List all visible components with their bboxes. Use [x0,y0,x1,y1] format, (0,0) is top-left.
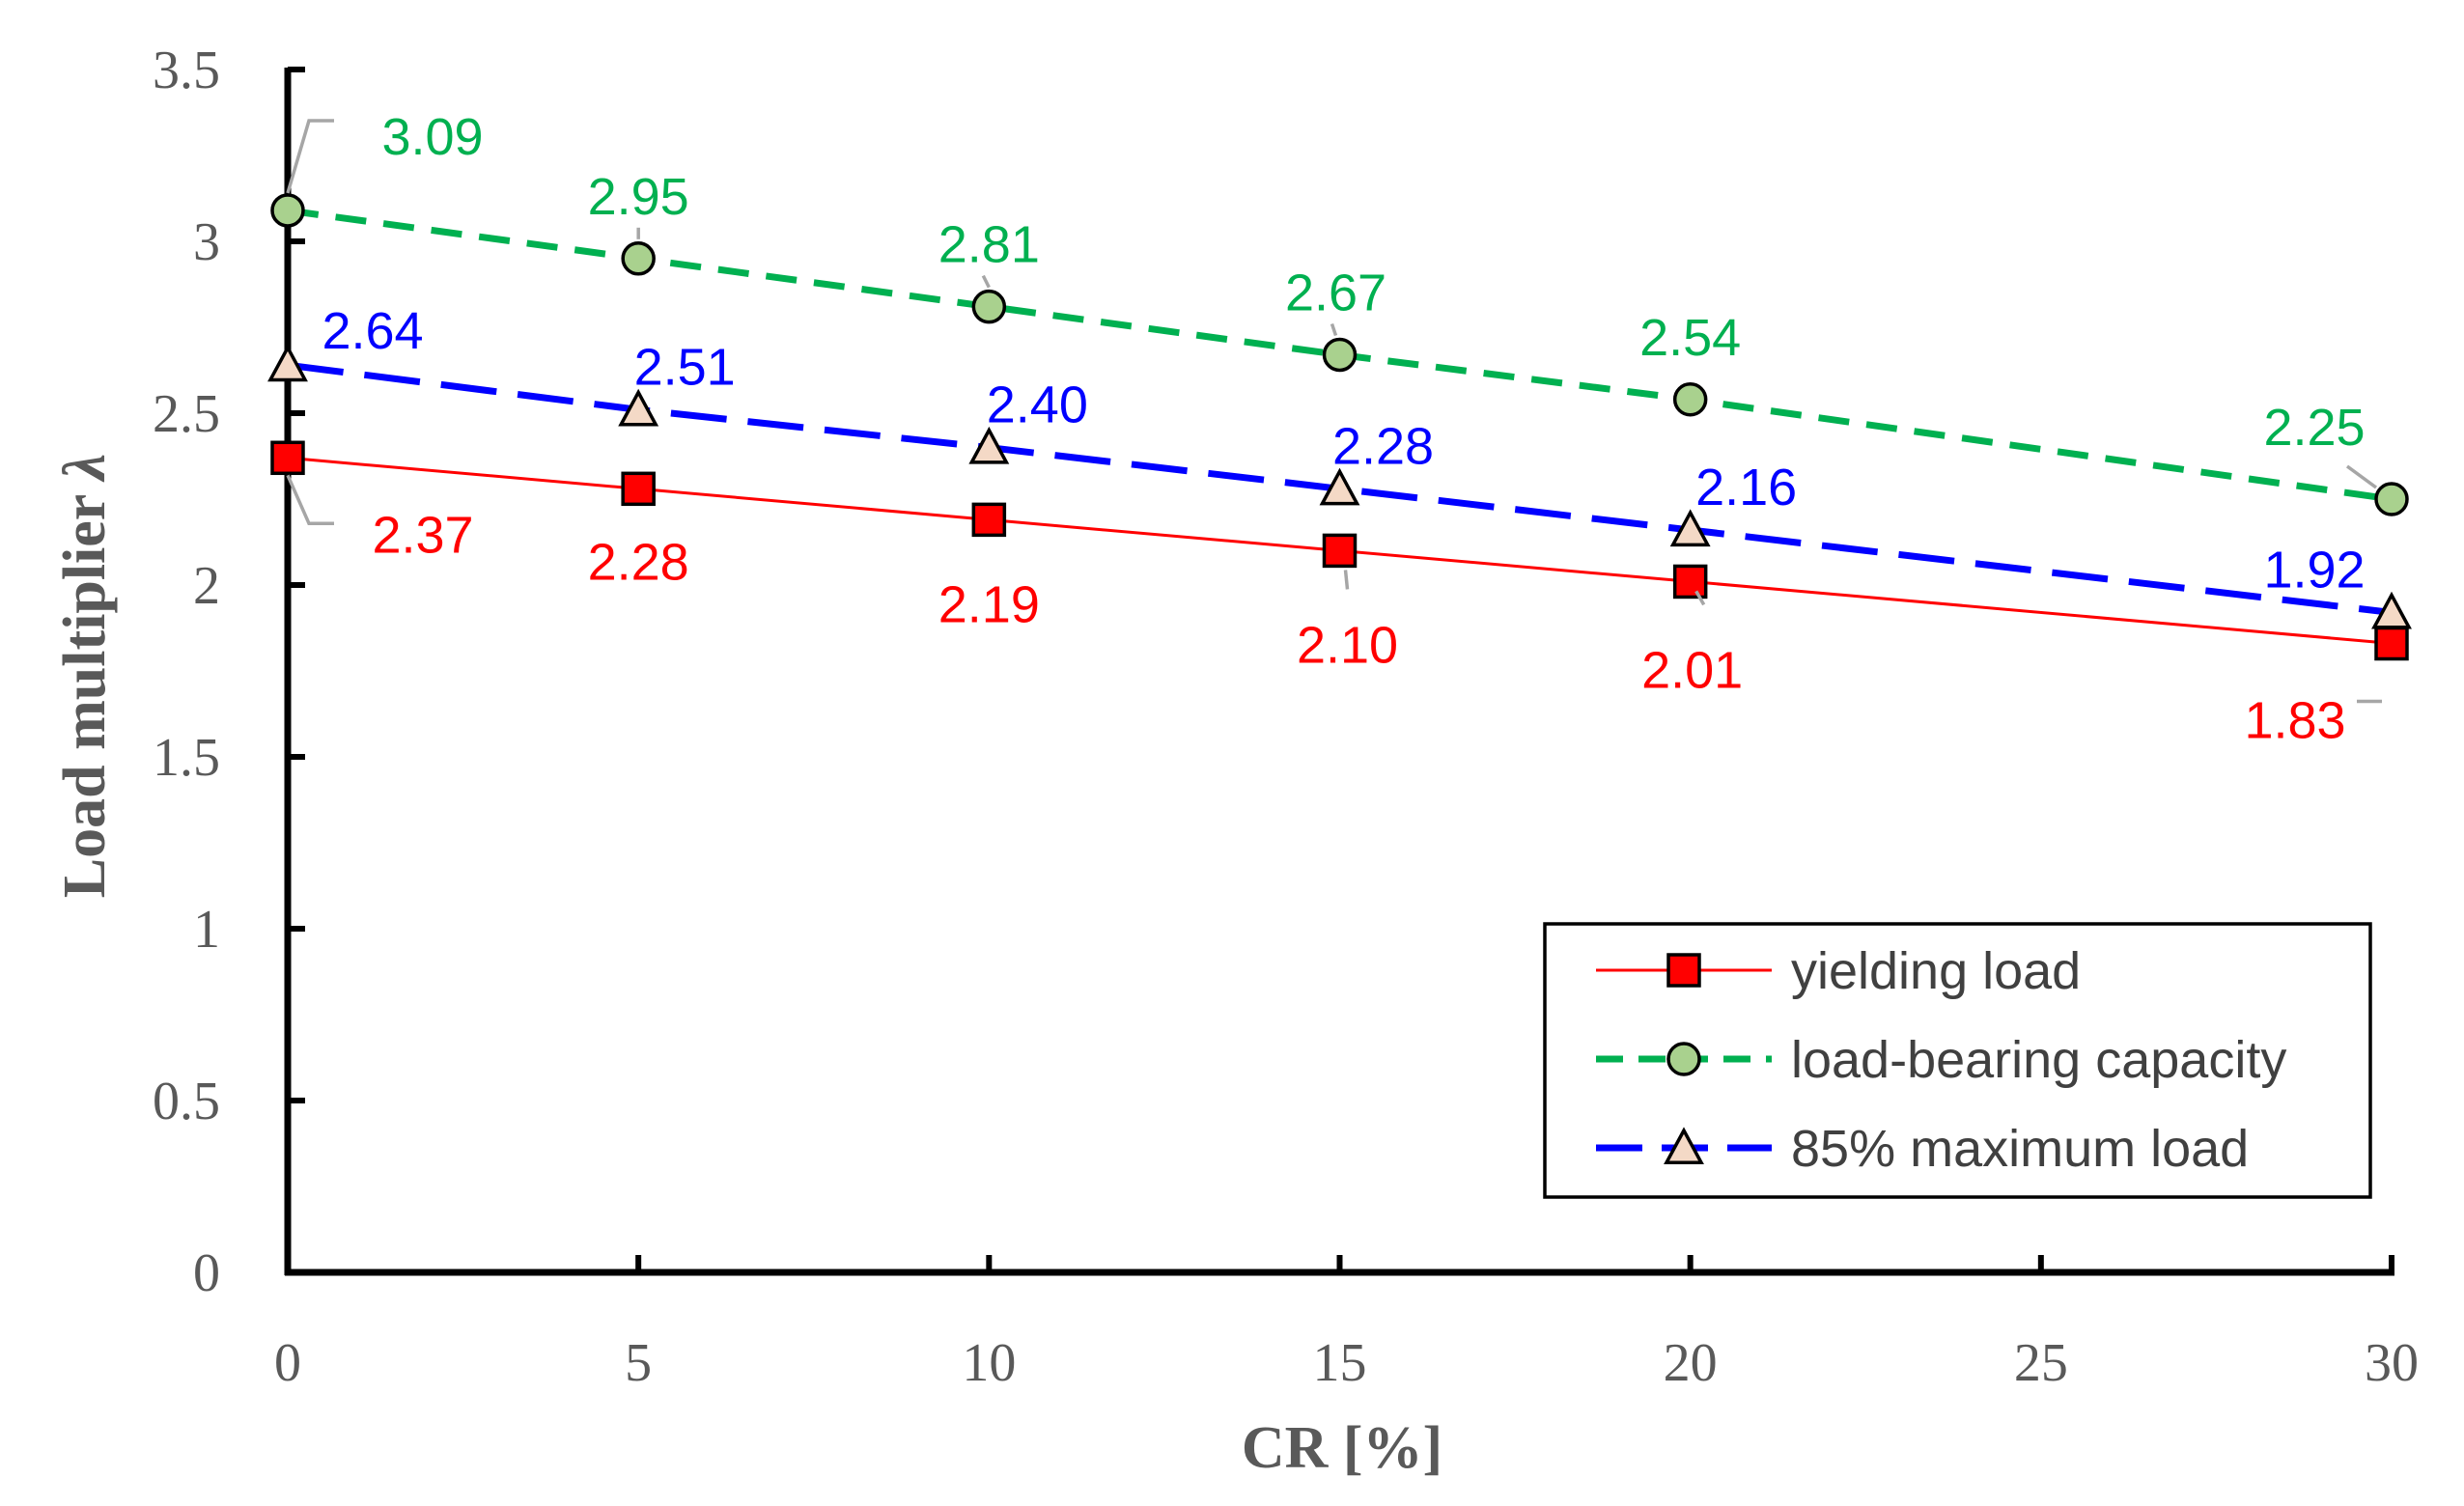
series-line-yielding-load [287,456,2393,645]
data-point-load-bearing-capacity [621,241,656,276]
data-point-yielding-load [1322,533,1358,569]
data-point-yielding-load [971,502,1007,538]
leader-line [286,119,334,194]
data-label-load-bearing-capacity: 2.81 [938,216,1040,274]
data-labels: 2.37 2.28 2.19 2.10 2.01 1.83 3.09 2.95 2.81 2.67… [286,108,2382,750]
leader-line [981,274,991,289]
legend-marker-yielding-load [1666,953,1701,988]
data-point-maximum-load-85 [2371,591,2412,629]
x-axis-title: CR [%] [1242,1415,1442,1481]
data-label-yielding-load: 2.10 [1297,616,1398,674]
data-point-yielding-load [621,471,656,507]
x-tick-label: 15 [1313,1333,1367,1393]
data-label-yielding-load: 1.83 [2244,692,2345,750]
leader-line [1330,322,1338,337]
y-tick-label: 0.5 [153,1072,220,1131]
data-label-load-bearing-capacity: 2.25 [2263,399,2365,457]
y-tick-label: 2 [193,556,220,616]
legend-marker-load-bearing-capacity [1666,1042,1701,1076]
data-label-maximum-load-85: 2.51 [634,338,736,396]
data-label-load-bearing-capacity: 2.54 [1639,309,1741,367]
x-tick-label: 20 [1664,1333,1718,1393]
y-axis-title-symbol: λ [52,454,118,484]
data-point-load-bearing-capacity [2374,482,2409,516]
y-tick-label: 3 [193,212,220,272]
x-tick-label: 30 [2365,1333,2419,1393]
data-point-yielding-load [2374,626,2409,661]
data-point-load-bearing-capacity [971,289,1007,324]
leader-line [286,474,334,526]
data-label-maximum-load-85: 1.92 [2263,541,2365,599]
data-label-load-bearing-capacity: 2.95 [588,168,689,226]
data-label-load-bearing-capacity: 3.09 [381,108,483,166]
data-point-yielding-load [270,440,305,476]
data-label-maximum-load-85: 2.16 [1695,459,1797,516]
data-label-maximum-load-85: 2.40 [987,376,1088,434]
legend-label-load-bearing-capacity: load-bearing capacity [1791,1031,2286,1089]
x-tick-label: 0 [274,1333,301,1393]
y-tick-label: 1.5 [153,728,220,788]
legend-label-yielding-load: yielding load [1791,942,2081,1000]
data-point-maximum-load-85 [1319,467,1360,506]
data-point-load-bearing-capacity [1672,382,1708,417]
legend-label-maximum-load-85: 85% maximum load [1791,1120,2249,1178]
data-point-maximum-load-85 [1669,509,1711,547]
axes: 0 0.5 1 1.5 2 2.5 3 3.5 0 5 10 15 20 25 30 [153,41,2419,1393]
plot-area [267,193,2412,661]
x-tick-label: 10 [962,1333,1016,1393]
data-label-yielding-load: 2.28 [588,533,689,591]
series-line-maximum-load-85 [287,361,2393,616]
data-label-maximum-load-85: 2.28 [1332,417,1434,475]
data-point-load-bearing-capacity [1322,337,1358,373]
data-point-yielding-load [1672,564,1708,600]
data-point-maximum-load-85 [618,388,659,427]
y-axis-title: Load multiplier λ [52,454,118,898]
legend-marker-maximum-load-85 [1664,1127,1704,1165]
y-tick-label: 2.5 [153,384,220,444]
data-label-yielding-load: 2.37 [372,506,473,564]
leader-line [1694,590,1706,606]
y-axis-title-text: Load multiplier [52,480,118,898]
data-point-load-bearing-capacity [270,193,305,228]
data-point-maximum-load-85 [267,344,308,382]
leader-line [1343,570,1350,590]
y-tick-label: 3.5 [153,41,220,100]
x-tick-label: 25 [2014,1333,2068,1393]
legend: yielding load load-bearing capacity 85% ma… [1543,922,2372,1199]
series-line-load-bearing-capacity [287,207,2393,503]
y-tick-label: 0 [193,1243,220,1303]
data-point-maximum-load-85 [968,426,1010,464]
data-label-maximum-load-85: 2.64 [322,302,423,360]
leader-line [2345,464,2378,489]
data-label-load-bearing-capacity: 2.67 [1285,264,1386,321]
data-label-yielding-load: 2.01 [1641,641,1743,699]
y-tick-label: 1 [193,900,220,960]
data-label-yielding-load: 2.19 [938,575,1040,633]
x-tick-label: 5 [625,1333,652,1393]
